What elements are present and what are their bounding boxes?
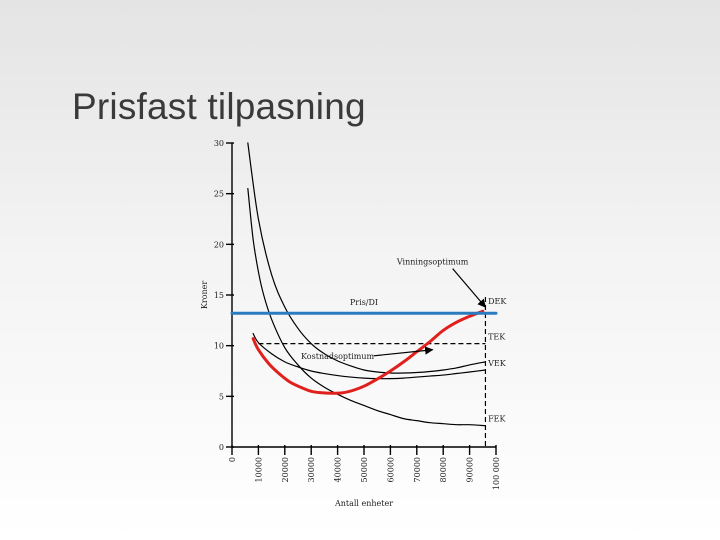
plot-area: [230, 142, 498, 447]
curve-label: VEK: [487, 359, 507, 368]
x-tick-label: 70000: [413, 457, 422, 482]
y-tick-label: 0: [219, 443, 224, 452]
series-dek-line: [247, 142, 487, 374]
annotation-label: Kostnadsoptimum: [301, 352, 374, 361]
x-tick-label: 40000: [334, 457, 343, 482]
x-tick-label: 30000: [307, 457, 316, 482]
y-axis-title: Kroner: [200, 281, 209, 310]
x-tick-label: 100 000: [492, 457, 501, 490]
y-tick-label: 30: [214, 139, 224, 148]
y-tick-label: 25: [214, 190, 224, 199]
curve-label: TEK: [488, 333, 506, 342]
curve-label: FEK: [488, 415, 506, 424]
labels: 0 5 10 15 20 25 30 0 10000 20000 30000 40000 50000 60…: [200, 139, 507, 508]
annotation-arrow: [373, 346, 434, 357]
series-fek-line: [252, 332, 487, 380]
x-tick-label: 0: [228, 457, 237, 462]
x-axis-title: Antall enheter: [334, 499, 393, 508]
series-vek-line: [247, 188, 487, 427]
y-tick-label: 10: [214, 342, 224, 351]
slide-title: Prisfast tilpasning: [72, 86, 366, 127]
y-tick-label: 5: [219, 392, 224, 401]
x-tick-label: 50000: [360, 457, 369, 482]
annotation-label: Vinningsoptimum: [396, 258, 469, 267]
x-tick-label: 60000: [386, 457, 395, 482]
y-tick-label: 20: [214, 240, 224, 249]
series-gk-line: [251, 309, 485, 395]
x-tick-label: 90000: [466, 457, 475, 482]
annotation-arrow: [452, 268, 486, 308]
curve-label: DEK: [488, 297, 507, 306]
curve-label: Pris/DI: [350, 298, 378, 307]
y-tick-label: 15: [214, 291, 224, 300]
x-tick-label: 10000: [254, 457, 263, 482]
x-tick-label: 80000: [439, 457, 448, 482]
x-tick-label: 20000: [281, 457, 290, 482]
axes: [226, 142, 497, 455]
